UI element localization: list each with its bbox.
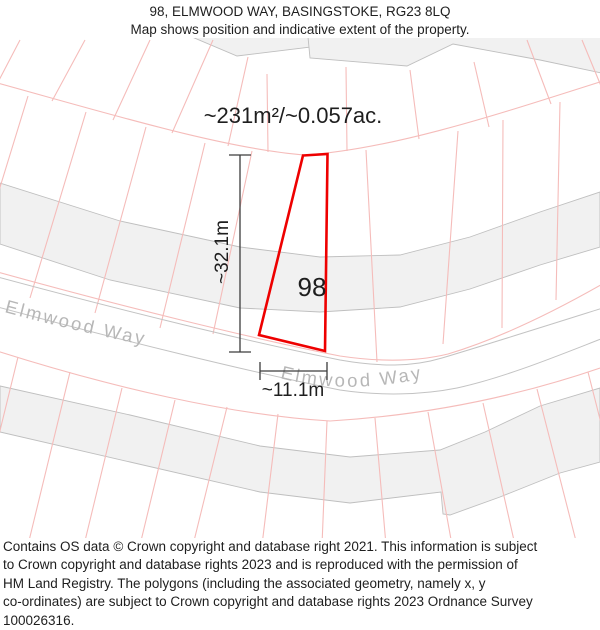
footer-line: Contains OS data © Crown copyright and d… [3,539,538,554]
page-title: 98, ELMWOOD WAY, BASINGSTOKE, RG23 8LQ [149,4,451,19]
height-measure-label: ~32.1m [212,220,233,284]
parcel-lines-south [0,356,600,538]
property-extent-map: Elmwood Way Elmwood Way ~231m²/~0.057ac.… [0,38,600,538]
parcel-front-curve-north [0,272,600,361]
parcel-lines-north [0,95,561,363]
building-block-top-right [307,38,600,74]
width-measure-label: ~11.1m [262,380,325,401]
parcel-front-curve-south [0,351,600,422]
plot-number-label: 98 [298,272,327,302]
height-measure-line [229,154,251,353]
footer-line: to Crown copyright and database rights 2… [3,557,518,573]
road-upper-edge [0,277,600,366]
map-header: 98, ELMWOOD WAY, BASINGSTOKE, RG23 8LQ M… [0,3,600,38]
area-label: ~231m²/~0.057ac. [204,103,383,128]
street-label-elmwood-way-left: Elmwood Way [3,296,146,349]
footer-line: HM Land Registry. The polygons (includin… [3,575,486,591]
map-canvas: Elmwood Way Elmwood Way ~231m²/~0.057ac.… [0,38,600,538]
street-label-left-group: Elmwood Way [3,296,149,349]
property-outline [257,152,329,353]
page-subtitle: Map shows position and indicative extent… [130,21,470,37]
width-measure-line [259,362,328,380]
parcel-lines-top [0,39,600,153]
road-lower-edge [0,307,600,395]
copyright-footer: Contains OS data © Crown copyright and d… [3,538,597,630]
footer-line: 100026316. [3,612,75,628]
building-band-north [0,182,600,313]
footer-line: co-ordinates) are subject to Crown copyr… [3,594,533,610]
building-band-south [0,385,600,516]
